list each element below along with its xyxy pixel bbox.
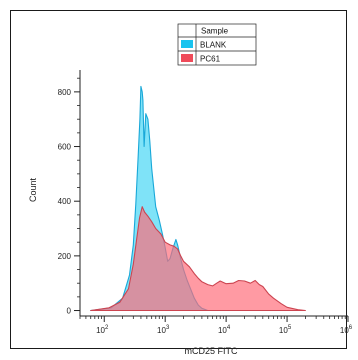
y-tick-label: 400 [58,197,72,206]
legend-swatch-pc61 [181,54,193,62]
series-pc61-area [90,206,306,312]
y-tick-label: 0 [67,307,72,316]
series-layer [90,85,306,312]
y-tick-label: 200 [58,252,72,261]
x-tick-label: 103 [157,325,170,335]
x-tick-label: 106 [340,325,353,335]
y-tick-label: 800 [58,88,72,97]
x-axis-title: mCD25 FITC [184,346,238,356]
y-axis-title: Count [28,178,38,203]
legend-title: Sample [201,27,229,36]
x-tick-label: 102 [96,325,109,335]
plot-frame [10,10,347,349]
legend-label-pc61: PC61 [200,55,221,64]
x-tick-label: 105 [279,325,292,335]
legend-label-blank: BLANK [200,41,227,50]
y-tick-label: 600 [58,143,72,152]
axes-layer: 0 200 400 600 800 102 103 104 105 106 [58,70,353,335]
legend-swatch-blank [181,40,193,48]
x-tick-label: 104 [218,325,231,335]
legend: Sample BLANK PC61 [177,23,257,66]
